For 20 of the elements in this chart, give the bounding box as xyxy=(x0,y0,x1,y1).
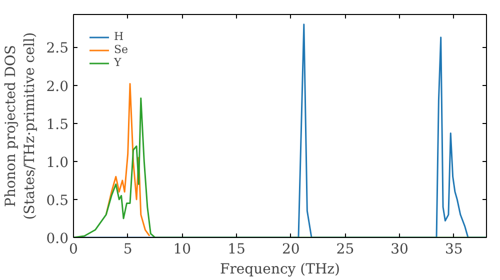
y-tick-label: 1.5 xyxy=(46,116,68,133)
legend-label: H xyxy=(114,30,125,43)
line-series xyxy=(105,83,150,237)
x-tick-label: 25 xyxy=(336,242,354,258)
legend-label: Se xyxy=(114,43,130,56)
y-tick-label: 2.5 xyxy=(46,40,68,57)
x-tick-label: 15 xyxy=(228,242,246,258)
y-tick-label: 2.0 xyxy=(46,78,68,95)
y-tick-label: 0.5 xyxy=(46,192,68,209)
x-axis-title: Frequency (THz) xyxy=(220,262,340,278)
x-tick-label: 0 xyxy=(69,242,78,258)
y-axis-title: Phonon projected DOS (States/THz·primitive cell) xyxy=(3,32,38,220)
x-tick-label: 5 xyxy=(123,242,132,258)
x-tick-label: 20 xyxy=(282,242,300,258)
x-tick-label: 35 xyxy=(444,242,463,258)
x-tick-label: 10 xyxy=(173,242,192,258)
y-tick-label: 1.0 xyxy=(46,154,68,171)
legend-label: Y xyxy=(114,56,122,69)
y-tick-label: 0.0 xyxy=(46,231,68,247)
x-tick-label: 30 xyxy=(390,242,408,258)
